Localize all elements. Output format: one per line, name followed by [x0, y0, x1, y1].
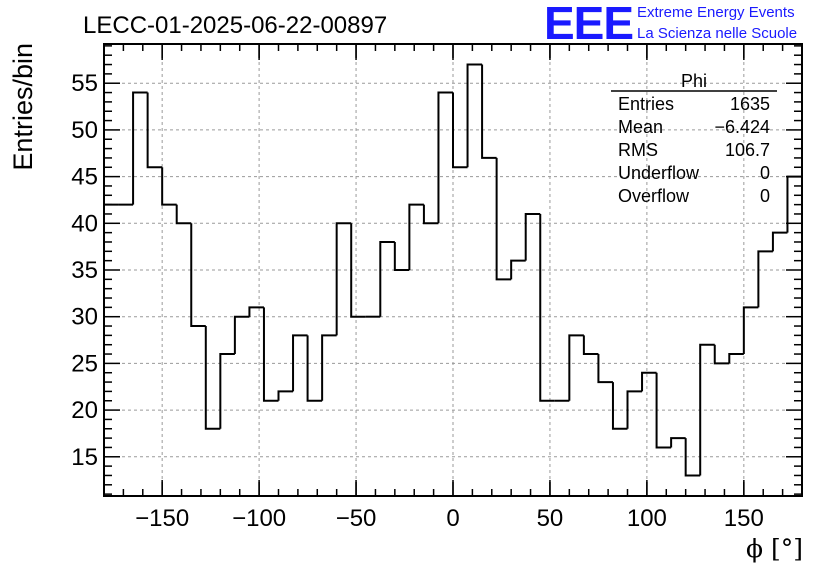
histogram-bin: [379, 240, 395, 317]
histogram-bin: [510, 259, 526, 280]
y-tick-label: 30: [71, 304, 98, 331]
histogram-bin: [524, 212, 541, 261]
histogram-bin: [190, 223, 206, 328]
histogram-bin: [597, 354, 613, 384]
histogram-bars: [104, 63, 803, 477]
histogram-bin: [292, 334, 308, 392]
y-tick-label: 15: [71, 444, 98, 471]
histogram-bin: [771, 231, 788, 252]
histogram-bin: [626, 390, 643, 429]
y-tick-label: 50: [71, 117, 98, 144]
x-tick-label: −100: [232, 505, 286, 532]
tick-labels: −150 −100 −50 0 50 100 150 15 20 25 30 35 40 45 50 55: [71, 70, 764, 532]
histogram-bin: [437, 91, 453, 224]
histogram-bin: [481, 64, 497, 159]
histogram-bin: [452, 92, 468, 169]
y-tick-label: 55: [71, 70, 98, 97]
histogram-bin: [219, 353, 235, 429]
histogram-bin: [233, 315, 250, 355]
histogram-bin: [422, 204, 439, 225]
x-tick-label: 100: [627, 505, 667, 532]
stats-value-rms: 106.7: [725, 140, 770, 160]
y-tick-label: 35: [71, 257, 98, 284]
stats-label-overflow: Overflow: [618, 186, 690, 206]
histogram-bin: [611, 382, 628, 430]
stats-label-mean: Mean: [618, 117, 663, 137]
histogram-bin: [277, 390, 294, 401]
x-tick-label: −150: [135, 505, 189, 532]
stats-label-entries: Entries: [618, 94, 674, 114]
stats-value-entries: 1635: [730, 94, 770, 114]
x-tick-label: −50: [336, 505, 377, 532]
histogram-bin: [582, 335, 599, 356]
histogram-bin: [728, 353, 744, 364]
histogram-bin: [132, 91, 148, 205]
histogram-bin: [335, 222, 352, 336]
plot-frame: [103, 43, 803, 497]
chart-title: LECC-01-2025-06-22-00897: [83, 12, 387, 39]
y-tick-label: 20: [71, 397, 98, 424]
histogram-bin: [146, 92, 163, 169]
logo-line-1: Extreme Energy Events: [637, 4, 795, 21]
x-tick-label: 150: [724, 505, 764, 532]
stats-label-underflow: Underflow: [618, 163, 700, 183]
histogram-bin: [539, 213, 555, 402]
stats-box: Phi Entries 1635 Mean −6.424 RMS 106.7 U…: [611, 71, 777, 206]
y-tick-label: 25: [71, 350, 98, 377]
histogram-bin: [350, 223, 366, 318]
histogram-bin: [495, 157, 512, 281]
histogram-bin: [742, 306, 759, 355]
logo-line-2: La Scienza nelle Scuole: [637, 25, 798, 42]
histogram-bin: [408, 203, 424, 270]
histogram-bin: [161, 167, 177, 206]
axis-ticks: [103, 44, 803, 496]
stats-value-overflow: 0: [760, 186, 770, 206]
histogram-bin: [655, 372, 672, 449]
histogram-bin: [262, 307, 279, 402]
x-axis-label: ϕ [°]: [746, 534, 803, 563]
histogram-bin: [321, 334, 337, 401]
histogram-bin: [248, 306, 264, 317]
eee-logo: EEE: [544, 0, 634, 49]
histogram-bin: [306, 335, 323, 402]
y-axis-label: Entries/bin: [8, 43, 38, 171]
histogram-bin: [466, 63, 483, 168]
histogram-bin: [713, 344, 730, 365]
x-tick-label: 0: [446, 505, 459, 532]
histogram-bin: [699, 343, 715, 476]
histogram-bin: [393, 241, 410, 271]
y-tick-label: 40: [71, 210, 98, 237]
stats-label-rms: RMS: [618, 140, 658, 160]
stats-value-underflow: 0: [760, 163, 770, 183]
histogram-bin: [568, 334, 584, 401]
histogram-bin: [641, 371, 657, 392]
y-tick-label: 45: [71, 164, 98, 191]
stats-title: Phi: [681, 71, 707, 91]
histogram-bin: [204, 326, 221, 430]
histogram-bin: [175, 204, 192, 225]
stats-value-mean: −6.424: [714, 117, 770, 137]
histogram-bin: [684, 438, 701, 477]
histogram-bin: [757, 250, 773, 308]
histogram-bin: [670, 437, 686, 448]
x-tick-label: 50: [537, 505, 564, 532]
